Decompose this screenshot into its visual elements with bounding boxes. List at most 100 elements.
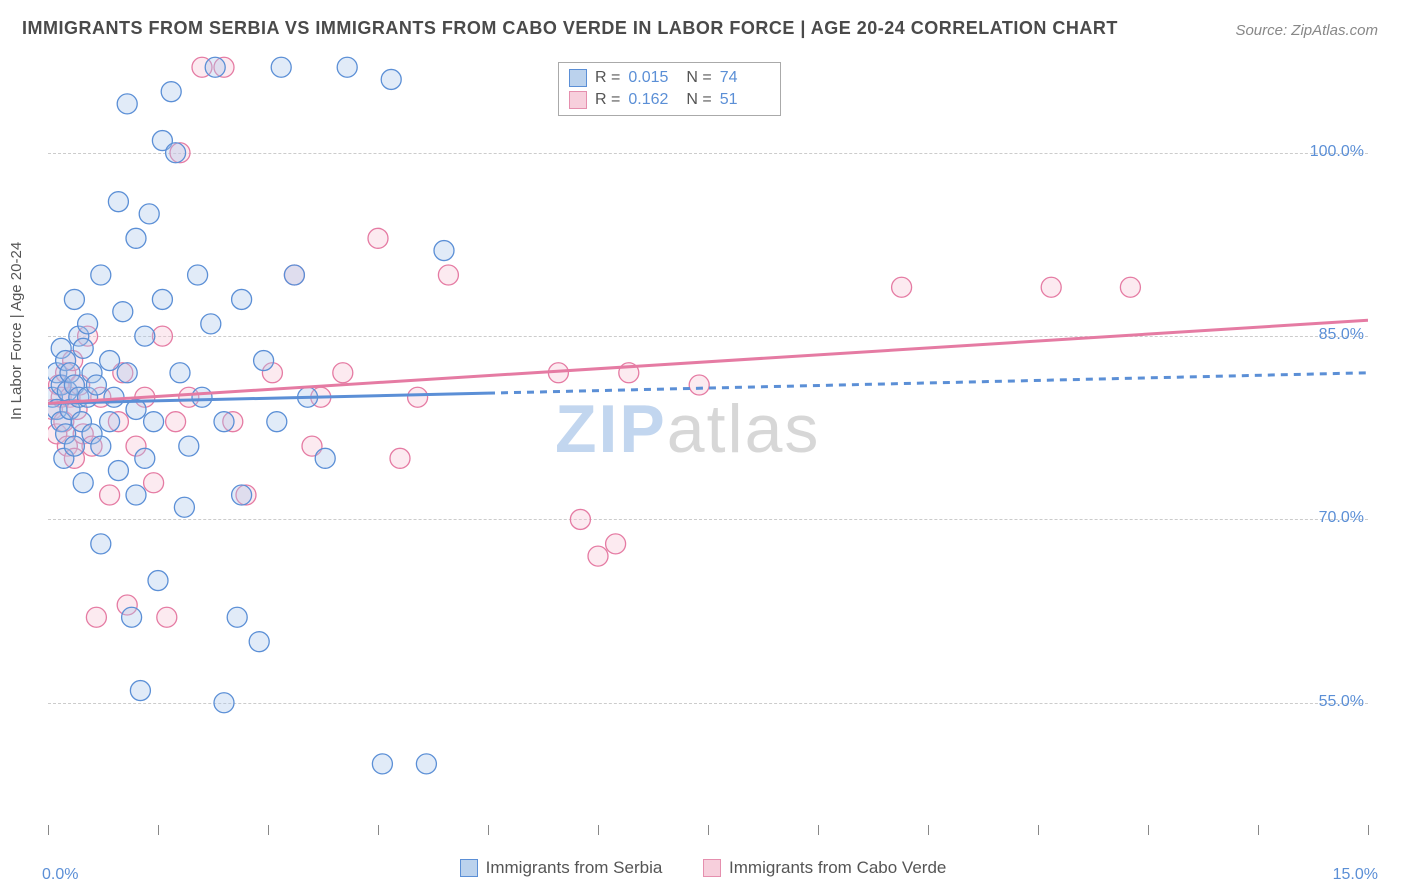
scatter-point (135, 326, 155, 346)
scatter-point (157, 607, 177, 627)
scatter-point (434, 241, 454, 261)
swatch-pink-icon (569, 91, 587, 109)
scatter-point (166, 412, 186, 432)
scatter-point (1120, 277, 1140, 297)
scatter-point (78, 314, 98, 334)
scatter-point (126, 228, 146, 248)
scatter-point (179, 436, 199, 456)
scatter-point (232, 485, 252, 505)
x-tick-mark (818, 825, 819, 835)
scatter-point (144, 412, 164, 432)
scatter-point (284, 265, 304, 285)
scatter-point (188, 265, 208, 285)
x-tick-mark (488, 825, 489, 835)
scatter-chart (48, 55, 1368, 825)
scatter-point (108, 192, 128, 212)
scatter-point (438, 265, 458, 285)
scatter-point (122, 607, 142, 627)
scatter-point (416, 754, 436, 774)
scatter-point (113, 302, 133, 322)
x-tick-mark (268, 825, 269, 835)
scatter-point (130, 681, 150, 701)
r-value: 0.162 (628, 91, 678, 109)
scatter-point (166, 143, 186, 163)
x-tick-mark (708, 825, 709, 835)
scatter-point (152, 289, 172, 309)
legend-row-cabo-verde: R = 0.162 N = 51 (569, 89, 770, 111)
legend-label-serbia: Immigrants from Serbia (486, 858, 663, 878)
scatter-point (135, 448, 155, 468)
scatter-point (227, 607, 247, 627)
scatter-point (91, 534, 111, 554)
scatter-point (161, 82, 181, 102)
scatter-point (1041, 277, 1061, 297)
scatter-point (73, 473, 93, 493)
legend-item-cabo-verde: Immigrants from Cabo Verde (703, 858, 946, 878)
scatter-point (117, 363, 137, 383)
scatter-point (267, 412, 287, 432)
scatter-point (249, 632, 269, 652)
n-value: 51 (720, 91, 770, 109)
x-tick-mark (1148, 825, 1149, 835)
scatter-point (64, 436, 84, 456)
r-label: R = (595, 69, 620, 87)
x-tick-mark (928, 825, 929, 835)
scatter-point (139, 204, 159, 224)
x-tick-mark (378, 825, 379, 835)
x-tick-mark (48, 825, 49, 835)
swatch-blue-icon (460, 859, 478, 877)
scatter-point (205, 57, 225, 77)
scatter-point (117, 94, 137, 114)
legend-correlation: R = 0.015 N = 74 R = 0.162 N = 51 (558, 62, 781, 116)
swatch-pink-icon (703, 859, 721, 877)
scatter-point (333, 363, 353, 383)
legend-series: Immigrants from Serbia Immigrants from C… (0, 858, 1406, 882)
r-value: 0.015 (628, 69, 678, 87)
scatter-point (100, 485, 120, 505)
scatter-point (214, 412, 234, 432)
x-tick-mark (1038, 825, 1039, 835)
scatter-point (100, 412, 120, 432)
x-tick-mark (1258, 825, 1259, 835)
scatter-point (368, 228, 388, 248)
scatter-point (689, 375, 709, 395)
scatter-point (91, 265, 111, 285)
scatter-point (232, 289, 252, 309)
scatter-point (73, 338, 93, 358)
scatter-point (91, 436, 111, 456)
scatter-point (64, 289, 84, 309)
scatter-point (381, 69, 401, 89)
scatter-point (271, 57, 291, 77)
scatter-point (108, 461, 128, 481)
n-label: N = (686, 91, 711, 109)
legend-row-serbia: R = 0.015 N = 74 (569, 67, 770, 89)
x-tick-mark (1368, 825, 1369, 835)
scatter-point (126, 485, 146, 505)
scatter-point (86, 607, 106, 627)
scatter-point (170, 363, 190, 383)
scatter-point (104, 387, 124, 407)
legend-item-serbia: Immigrants from Serbia (460, 858, 663, 878)
scatter-point (192, 387, 212, 407)
x-tick-mark (598, 825, 599, 835)
scatter-point (372, 754, 392, 774)
y-axis-label: In Labor Force | Age 20-24 (8, 242, 25, 420)
scatter-point (148, 571, 168, 591)
scatter-point (100, 351, 120, 371)
legend-label-cabo-verde: Immigrants from Cabo Verde (729, 858, 946, 878)
scatter-point (214, 693, 234, 713)
source-attribution: Source: ZipAtlas.com (1235, 22, 1378, 39)
n-label: N = (686, 69, 711, 87)
swatch-blue-icon (569, 69, 587, 87)
scatter-point (201, 314, 221, 334)
scatter-point (86, 375, 106, 395)
scatter-point (606, 534, 626, 554)
scatter-point (892, 277, 912, 297)
scatter-point (408, 387, 428, 407)
x-tick-mark (158, 825, 159, 835)
scatter-point (337, 57, 357, 77)
scatter-point (174, 497, 194, 517)
scatter-point (570, 509, 590, 529)
scatter-point (390, 448, 410, 468)
scatter-point (254, 351, 274, 371)
